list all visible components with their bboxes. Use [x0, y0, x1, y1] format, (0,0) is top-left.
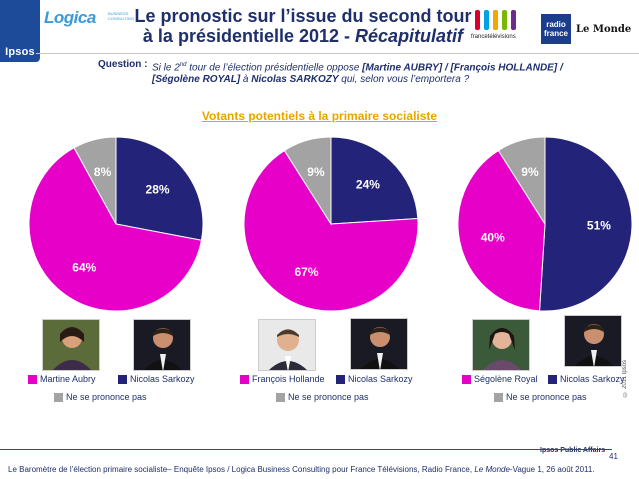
- pie-label-2-2: 67%: [294, 265, 318, 279]
- question-sup: nd: [179, 62, 187, 68]
- copyright: © 2011 Ipsos: [622, 360, 628, 397]
- pie-slice-3-ne-se-prononce-pas: [497, 136, 546, 226]
- legend-label: Nicolas Sarkozy: [560, 374, 625, 384]
- legend-entry-nicolas-sarkozy-1: Nicolas Sarkozy: [118, 374, 195, 384]
- radio-france-logo: radio france: [541, 14, 571, 44]
- pie-slice-3-nicolas-sarkozy: [539, 136, 633, 312]
- france-televisions-logo: francetélévisions: [471, 8, 541, 48]
- question-bold: [Martine AUBRY] / [François HOLLANDE] /: [362, 62, 563, 74]
- ipsos-logo: Ipsos: [0, 0, 40, 62]
- question-part: Si le 2: [152, 62, 180, 74]
- pie-label-3-1: 51%: [587, 219, 611, 233]
- page-number: 41: [609, 452, 618, 461]
- legend-entry-francois-hollande: François Hollande: [240, 374, 325, 384]
- legend-entry-martine-aubry: Martine Aubry: [28, 374, 96, 384]
- question-bold: [Ségolène ROYAL]: [152, 74, 241, 86]
- page-title: Le pronostic sur l’issue du second tour …: [128, 6, 478, 46]
- rf-logo-line2: france: [543, 29, 568, 38]
- question-part: à: [240, 74, 252, 86]
- pie-slice-1-nicolas-sarkozy: [115, 136, 204, 241]
- pie-label-1-1: 28%: [146, 183, 170, 197]
- rf-logo-line1: radio: [546, 20, 566, 29]
- person-icon: [473, 320, 529, 370]
- logica-logo-subtext: BUSINESS CONSULTING: [108, 11, 134, 21]
- pie-slice-1-martine-aubry: [28, 147, 203, 312]
- legend-label: François Hollande: [252, 374, 325, 384]
- legend-entry-nicolas-sarkozy-3: Nicolas Sarkozy: [548, 374, 625, 384]
- person-icon: [351, 319, 407, 369]
- person-icon: [565, 316, 621, 366]
- question-part: qui, selon vous l’emportera ?: [338, 74, 470, 86]
- legend-swatch: [494, 392, 503, 402]
- legend-entry-nsp-1: Ne se prononce pas: [54, 392, 147, 402]
- legend-swatch: [118, 374, 127, 384]
- pie-label-2-3: 9%: [307, 165, 325, 179]
- chart-subtitle: Votants potentiels à la primaire sociali…: [201, 109, 438, 123]
- ftv-logo-text: francetélévisions: [471, 34, 516, 40]
- legend-entry-nicolas-sarkozy-2: Nicolas Sarkozy: [336, 374, 413, 384]
- legend-label: Nicolas Sarkozy: [130, 374, 195, 384]
- legend-swatch: [240, 374, 249, 384]
- title-line-1: Le pronostic sur l’issue du second tour: [134, 6, 472, 26]
- legend-label: Martine Aubry: [40, 374, 96, 384]
- footer-source: Le Baromètre de l’élection primaire soci…: [8, 465, 595, 474]
- legend-label: Nicolas Sarkozy: [348, 374, 413, 384]
- legend-swatch: [336, 374, 345, 384]
- person-icon: [134, 320, 190, 370]
- question-part: tour de l’élection présidentielle oppose: [186, 62, 363, 74]
- person-icon: [43, 320, 99, 370]
- legend-swatch: [54, 392, 63, 402]
- legend-entry-nsp-2: Ne se prononce pas: [276, 392, 369, 402]
- legend-entry-segolene-royal: Ségolène Royal: [462, 374, 538, 384]
- photo-nicolas-sarkozy-1: [133, 319, 191, 371]
- footer-divider: [0, 449, 612, 450]
- legend-swatch: [462, 374, 471, 384]
- pie-label-1-2: 64%: [72, 261, 96, 275]
- photo-nicolas-sarkozy-2: [350, 318, 408, 370]
- pie-label-3-3: 9%: [521, 165, 539, 179]
- legend-entry-nsp-3: Ne se prononce pas: [494, 392, 587, 402]
- footer-text-italic: Le Monde: [474, 465, 510, 474]
- footer-brand: Ipsos Public Affairs: [540, 447, 606, 454]
- footer-text: -Vague 1, 26 août 2011.: [509, 465, 595, 474]
- le-monde-logo: Le Monde: [576, 24, 632, 35]
- footer-text: Le Baromètre de l’élection primaire soci…: [8, 465, 475, 474]
- question-label: Question :: [98, 59, 148, 70]
- photo-francois-hollande: [258, 319, 316, 371]
- header-divider: [36, 53, 639, 54]
- photo-nicolas-sarkozy-3: [564, 315, 622, 367]
- photo-martine-aubry: [42, 319, 100, 371]
- legend-swatch: [28, 374, 37, 384]
- pie-label-3-2: 40%: [481, 230, 505, 244]
- ftv-bars-icon: [475, 10, 516, 30]
- legend-label: Ne se prononce pas: [506, 392, 587, 402]
- photo-segolene-royal: [472, 319, 530, 371]
- question-text: Si le 2nd tour de l’élection présidentie…: [152, 59, 600, 86]
- logica-logo-text: Logica: [44, 8, 96, 27]
- title-recap: Récapitulatif: [355, 26, 464, 46]
- legend-label: Ségolène Royal: [474, 374, 538, 384]
- pie-label-1-3: 8%: [94, 165, 112, 179]
- question-bold: Nicolas SARKOZY: [251, 74, 339, 86]
- legend-swatch: [548, 374, 557, 384]
- ipsos-logo-text: Ipsos: [5, 46, 35, 58]
- legend-label: Ne se prononce pas: [288, 392, 369, 402]
- pie-slice-1-ne-se-prononce-pas: [73, 136, 117, 225]
- person-icon: [259, 320, 315, 370]
- title-line-2: à la présidentielle 2012 -: [142, 26, 356, 46]
- pie-slice-2-fran-ois-hollande: [243, 149, 419, 312]
- pie-slice-2-ne-se-prononce-pas: [283, 136, 332, 226]
- legend-label: Ne se prononce pas: [66, 392, 147, 402]
- legend-swatch: [276, 392, 285, 402]
- logica-logo: Logica BUSINESS CONSULTING: [44, 8, 134, 32]
- pie-slice-2-nicolas-sarkozy: [330, 136, 419, 225]
- pie-label-2-1: 24%: [356, 178, 380, 192]
